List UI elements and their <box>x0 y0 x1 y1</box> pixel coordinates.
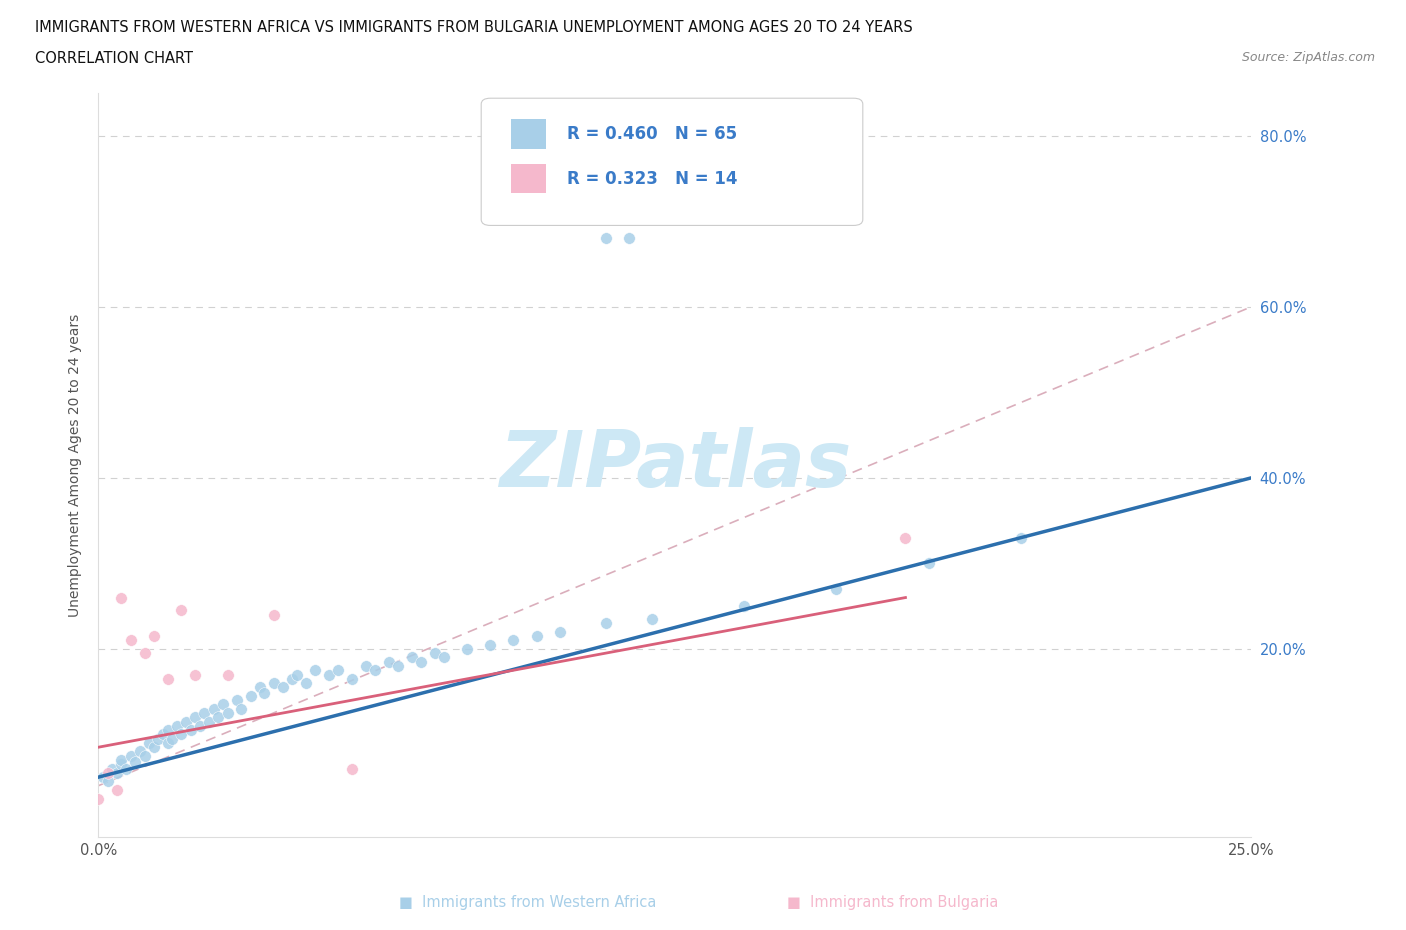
Point <box>271 680 294 695</box>
Point <box>174 714 197 729</box>
Point <box>124 754 146 769</box>
Point <box>105 782 128 797</box>
Point <box>134 749 156 764</box>
Point <box>217 667 239 682</box>
Point <box>120 749 142 764</box>
Text: R = 0.460   N = 65: R = 0.460 N = 65 <box>567 125 737 143</box>
Text: IMMIGRANTS FROM WESTERN AFRICA VS IMMIGRANTS FROM BULGARIA UNEMPLOYMENT AMONG AG: IMMIGRANTS FROM WESTERN AFRICA VS IMMIGR… <box>35 20 912 35</box>
Bar <box>512 119 546 149</box>
Point <box>152 727 174 742</box>
Point <box>641 612 664 627</box>
Point <box>285 667 308 682</box>
Text: CORRELATION CHART: CORRELATION CHART <box>35 51 193 66</box>
Point <box>180 723 202 737</box>
FancyBboxPatch shape <box>481 99 863 225</box>
Point <box>170 727 193 742</box>
Point <box>156 671 179 686</box>
Point <box>170 603 193 618</box>
Point <box>156 736 179 751</box>
Point <box>340 761 363 776</box>
Point <box>198 714 221 729</box>
Point <box>110 752 132 767</box>
Point <box>249 680 271 695</box>
Point <box>142 629 165 644</box>
Point <box>526 629 548 644</box>
Point <box>184 710 207 724</box>
Point <box>231 701 253 716</box>
Point <box>120 633 142 648</box>
Point <box>304 663 326 678</box>
Point <box>110 591 132 605</box>
Point <box>87 791 110 806</box>
Point <box>160 731 183 746</box>
Point <box>1010 530 1032 545</box>
Point <box>825 581 848 596</box>
Point <box>97 765 120 780</box>
Point <box>617 231 640 246</box>
Point <box>456 642 478 657</box>
Point <box>101 761 124 776</box>
Point <box>387 658 409 673</box>
Point <box>364 663 387 678</box>
Point <box>207 710 229 724</box>
Point <box>202 701 225 716</box>
Point <box>295 675 318 690</box>
Point <box>433 650 456 665</box>
Point <box>354 658 377 673</box>
Text: Source: ZipAtlas.com: Source: ZipAtlas.com <box>1241 51 1375 64</box>
Point <box>138 736 160 751</box>
Point <box>263 607 285 622</box>
Point <box>134 645 156 660</box>
Point <box>110 757 132 772</box>
Point <box>917 556 939 571</box>
Point <box>733 599 755 614</box>
Point <box>253 686 276 701</box>
Point <box>184 667 207 682</box>
Text: R = 0.323   N = 14: R = 0.323 N = 14 <box>567 169 737 188</box>
Point <box>142 739 165 754</box>
Point <box>340 671 363 686</box>
Point <box>193 706 215 721</box>
Point <box>166 718 188 733</box>
Bar <box>512 164 546 193</box>
Point <box>328 663 350 678</box>
Point <box>263 675 285 690</box>
Point <box>156 723 179 737</box>
Point <box>105 765 128 780</box>
Y-axis label: Unemployment Among Ages 20 to 24 years: Unemployment Among Ages 20 to 24 years <box>67 313 82 617</box>
Point <box>318 667 340 682</box>
Point <box>281 671 304 686</box>
Point <box>115 761 138 776</box>
Text: ZIPatlas: ZIPatlas <box>499 427 851 503</box>
Text: ■  Immigrants from Bulgaria: ■ Immigrants from Bulgaria <box>787 895 998 910</box>
Point <box>423 645 446 660</box>
Text: ■  Immigrants from Western Africa: ■ Immigrants from Western Africa <box>398 895 657 910</box>
Point <box>91 770 114 785</box>
Point <box>595 616 617 631</box>
Point <box>401 650 423 665</box>
Point <box>411 654 433 669</box>
Point <box>129 744 152 759</box>
Point <box>595 231 617 246</box>
Point <box>479 637 502 652</box>
Point <box>378 654 401 669</box>
Point <box>894 530 917 545</box>
Point <box>188 718 211 733</box>
Point <box>225 693 247 708</box>
Point <box>548 624 571 639</box>
Point <box>502 633 524 648</box>
Point <box>148 731 170 746</box>
Point <box>212 697 235 711</box>
Point <box>217 706 239 721</box>
Point <box>97 774 120 789</box>
Point <box>239 688 262 703</box>
